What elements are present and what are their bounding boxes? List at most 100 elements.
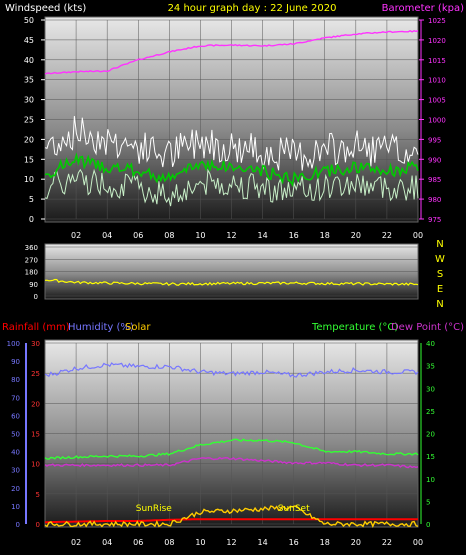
- rain-tick: 20: [31, 400, 40, 408]
- wind-x-tick: 00: [413, 231, 423, 240]
- wind-left-tick: 40: [24, 56, 34, 65]
- legend-temperature: Temperature (°C): [311, 322, 398, 333]
- barometer-label: Barometer (kpa): [382, 3, 464, 14]
- dir-tick: 360: [25, 244, 38, 252]
- climate-x-tick: 10: [195, 538, 205, 547]
- humidity-tick: 50: [11, 431, 20, 439]
- wind-x-tick: 02: [71, 231, 81, 240]
- wind-left-tick: 45: [24, 36, 34, 45]
- wind-left-tick: 35: [24, 76, 34, 85]
- wind-left-tick: 20: [24, 135, 34, 144]
- rainfall-line: [45, 518, 418, 524]
- humidity-tick: 100: [7, 340, 20, 348]
- wind-direction-line: [44, 278, 419, 286]
- wind-left-tick: 10: [24, 175, 34, 184]
- temp-tick: 25: [426, 408, 435, 416]
- temp-tick: 20: [426, 431, 435, 439]
- humidity-tick: 70: [11, 394, 20, 402]
- wind-left-tick: 30: [24, 96, 34, 105]
- legend-solar: Solar: [125, 322, 151, 333]
- climate-x-tick: 06: [133, 538, 143, 547]
- wind-right-tick: 1000: [428, 117, 446, 125]
- barometer-line: [44, 30, 419, 75]
- temp-tick: 10: [426, 476, 435, 484]
- humidity-tick: 10: [11, 503, 20, 511]
- dewpoint-line: [44, 456, 419, 469]
- climate-x-tick: 16: [289, 538, 299, 547]
- wind-right-tick: 980: [428, 196, 441, 204]
- solar-line: [44, 505, 419, 528]
- humidity-line: [44, 362, 419, 378]
- wind-left-tick: 25: [24, 116, 34, 125]
- temperature-line: [44, 438, 419, 460]
- wind-left-tick: 5: [29, 195, 34, 204]
- wind-x-tick: 18: [320, 231, 330, 240]
- wind-x-tick: 04: [102, 231, 112, 240]
- wind-right-tick: 1025: [428, 17, 446, 25]
- humidity-tick: 60: [11, 412, 20, 420]
- rain-tick: 15: [31, 431, 40, 439]
- humidity-tick: 20: [11, 485, 20, 493]
- temp-tick: 40: [426, 340, 435, 348]
- rain-tick: 30: [31, 340, 40, 348]
- wind-x-tick: 22: [382, 231, 392, 240]
- rain-tick: 5: [36, 491, 40, 499]
- climate-x-tick: 14: [257, 538, 267, 547]
- humidity-tick: 40: [11, 449, 20, 457]
- wind-x-tick: 12: [226, 231, 236, 240]
- wind-right-tick: 1005: [428, 97, 446, 105]
- dir-tick: 0: [34, 293, 38, 301]
- wind-x-tick: 14: [257, 231, 267, 240]
- wind-x-tick: 10: [195, 231, 205, 240]
- sun-annotation: SunSet: [278, 504, 310, 514]
- compass-label: S: [437, 269, 443, 280]
- rain-tick: 10: [31, 461, 40, 469]
- humidity-tick: 90: [11, 358, 20, 366]
- wind-x-tick: 20: [351, 231, 361, 240]
- compass-label: W: [435, 254, 445, 265]
- compass-label: E: [437, 284, 443, 295]
- temp-tick: 5: [426, 498, 430, 506]
- humidity-tick: 0: [16, 521, 20, 529]
- temp-tick: 15: [426, 453, 435, 461]
- wind-left-tick: 15: [24, 155, 34, 164]
- legend-rainfall: Rainfall (mm): [2, 322, 70, 333]
- wind-right-tick: 975: [428, 216, 441, 224]
- legend-humidity: Humidity (%): [68, 322, 134, 333]
- climate-x-tick: 22: [382, 538, 392, 547]
- legend-dewpoint: Dew Point (°C): [391, 322, 464, 333]
- dir-tick: 270: [25, 256, 38, 264]
- dir-tick: 90: [29, 281, 38, 289]
- chart-title: 24 hour graph day : 22 June 2020: [168, 3, 337, 14]
- wind-average-line: [44, 152, 419, 188]
- temp-tick: 35: [426, 363, 435, 371]
- compass-label: N: [436, 299, 443, 310]
- climate-x-tick: 02: [71, 538, 81, 547]
- wind-left-tick: 50: [24, 16, 34, 25]
- climate-x-tick: 00: [413, 538, 423, 547]
- climate-x-tick: 08: [164, 538, 174, 547]
- humidity-tick: 80: [11, 376, 20, 384]
- wind-left-tick: 0: [29, 215, 34, 224]
- temp-tick: 0: [426, 521, 430, 529]
- wind-x-tick: 16: [289, 231, 299, 240]
- wind-right-tick: 990: [428, 156, 441, 164]
- climate-x-tick: 18: [320, 538, 330, 547]
- windspeed-label: Windspeed (kts): [5, 3, 86, 14]
- wind-right-tick: 1015: [428, 57, 446, 65]
- compass-label: N: [436, 239, 443, 250]
- climate-x-tick: 04: [102, 538, 112, 547]
- wind-lull-line: [44, 168, 419, 207]
- dir-tick: 180: [25, 269, 38, 277]
- wind-gust-line: [44, 115, 419, 171]
- wind-x-tick: 08: [164, 231, 174, 240]
- wind-x-tick: 06: [133, 231, 143, 240]
- wind-right-tick: 985: [428, 176, 441, 184]
- rain-tick: 0: [36, 521, 40, 529]
- rain-tick: 25: [31, 370, 40, 378]
- temp-tick: 30: [426, 385, 435, 393]
- climate-x-tick: 20: [351, 538, 361, 547]
- sun-annotation: SunRise: [136, 504, 173, 514]
- wind-right-tick: 1010: [428, 77, 446, 85]
